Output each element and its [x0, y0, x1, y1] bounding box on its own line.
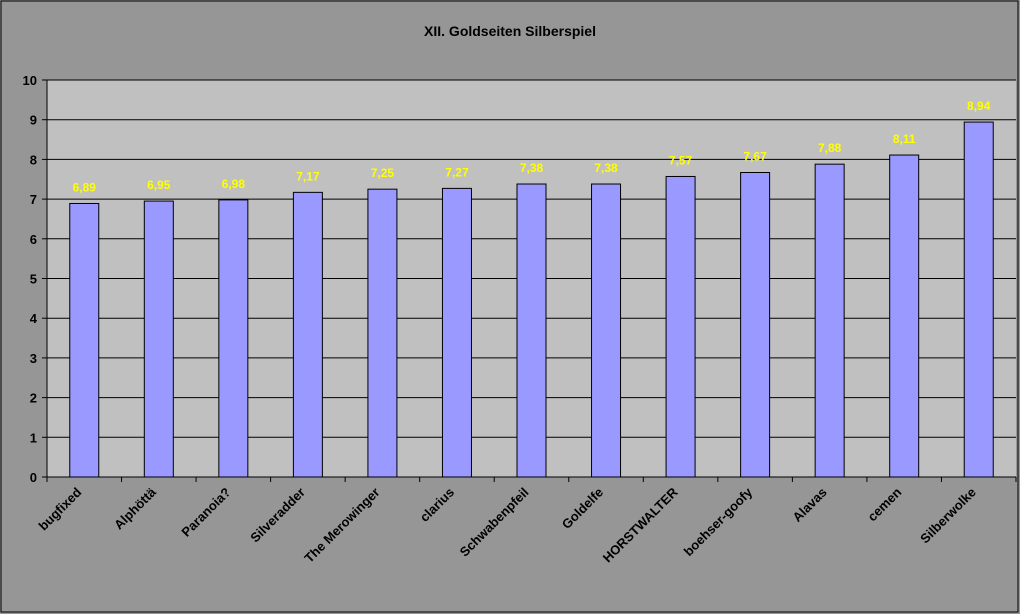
data-label: 7,67 — [743, 150, 767, 164]
data-label: 7,88 — [818, 141, 842, 155]
data-label: 7,57 — [669, 153, 693, 167]
y-tick-label: 5 — [30, 272, 37, 287]
data-label: 7,27 — [445, 165, 469, 179]
bar — [963, 121, 994, 478]
data-label: 6,98 — [222, 177, 246, 191]
data-label: 6,95 — [147, 178, 171, 192]
bar — [591, 183, 622, 478]
y-tick-label: 7 — [30, 192, 37, 207]
chart-title: XII. Goldseiten Silberspiel — [424, 23, 596, 39]
bar — [889, 154, 920, 478]
y-tick-label: 3 — [30, 351, 37, 366]
y-tick-label: 2 — [30, 391, 37, 406]
bar — [143, 200, 174, 478]
data-label: 6,89 — [73, 180, 97, 194]
data-label: 8,94 — [967, 99, 991, 113]
y-tick-label: 6 — [30, 232, 37, 247]
bar — [441, 187, 472, 478]
y-tick-label: 4 — [30, 311, 38, 326]
bar — [218, 199, 249, 478]
y-tick-label: 9 — [30, 113, 37, 128]
data-label: 8,11 — [893, 132, 916, 146]
bar — [69, 202, 100, 478]
y-tick-label: 1 — [30, 430, 37, 445]
data-label: 7,25 — [371, 166, 395, 180]
bar — [740, 172, 771, 478]
bar — [292, 191, 323, 478]
y-tick-label: 8 — [30, 152, 37, 167]
data-label: 7,17 — [296, 169, 320, 183]
y-tick-label: 0 — [30, 470, 37, 485]
data-label: 7,38 — [594, 161, 618, 175]
bar — [516, 183, 547, 478]
y-tick-label: 10 — [23, 73, 37, 88]
bar — [367, 188, 398, 478]
bar — [665, 175, 696, 478]
bar — [814, 163, 845, 478]
data-label: 7,38 — [520, 161, 544, 175]
